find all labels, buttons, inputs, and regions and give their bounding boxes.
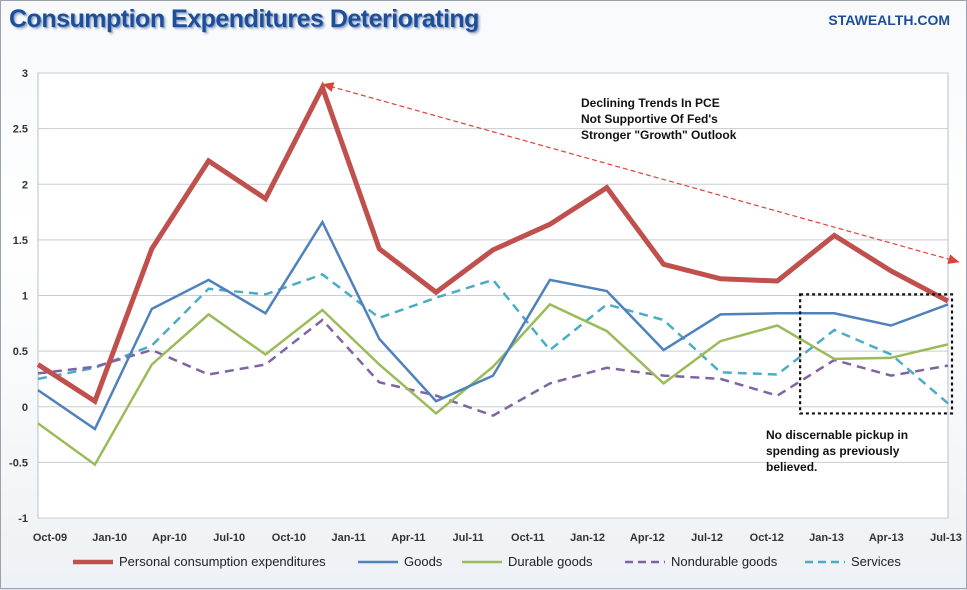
- legend-swatch-nondurable: [625, 560, 665, 563]
- y-tick-label: 0.5: [13, 346, 28, 358]
- x-tick-label: Apr-10: [152, 532, 187, 544]
- pickup-note: No discernable pickup in spending as pre…: [766, 428, 909, 474]
- pce-note-line: Declining Trends In PCE: [581, 96, 720, 110]
- legend-item-pce: Personal consumption expenditures: [73, 554, 326, 569]
- legend-label: Nondurable goods: [671, 554, 778, 569]
- x-tick-label: Apr-13: [869, 532, 904, 544]
- x-tick-label: Jul-10: [213, 532, 245, 544]
- series-line-services: [37, 272, 949, 405]
- legend-label: Goods: [404, 554, 443, 569]
- x-tick-label: Jan-10: [92, 532, 127, 544]
- series-line-pce: [36, 81, 950, 405]
- x-tick-label: Jul-13: [930, 532, 962, 544]
- legend-swatch-goods: [358, 560, 398, 563]
- x-tick-label: Oct-10: [272, 532, 306, 544]
- y-tick-label: -0.5: [9, 457, 28, 469]
- brand-label: STAWEALTH.COM: [828, 12, 950, 28]
- trend-arrow-head: [947, 254, 960, 264]
- legend-label: Services: [851, 554, 901, 569]
- series-line-durable: [37, 302, 949, 467]
- x-tick-label: Oct-12: [750, 532, 784, 544]
- x-tick-label: Oct-11: [511, 532, 545, 544]
- legend-label: Durable goods: [508, 554, 593, 569]
- legend-swatch-services: [805, 560, 845, 563]
- legend-item-durable: Durable goods: [462, 554, 593, 569]
- x-tick-label: Jan-11: [332, 532, 366, 544]
- x-tick-label: Apr-12: [630, 532, 665, 544]
- legend-item-services: Services: [805, 554, 901, 569]
- y-tick-label: 2: [22, 179, 28, 191]
- pce-note-line: Stronger "Growth" Outlook: [581, 128, 737, 142]
- y-tick-label: 1: [22, 291, 28, 303]
- x-tick-label: Oct-09: [33, 532, 67, 544]
- x-tick-label: Jan-13: [809, 532, 844, 544]
- pce-note-line: Not Supportive Of Fed's: [581, 112, 718, 126]
- trend-arrow-line: [322, 83, 960, 263]
- series-line-goods: [37, 219, 949, 431]
- y-tick-label: 1.5: [13, 235, 28, 247]
- x-tick-label: Jul-11: [453, 532, 484, 544]
- legend-item-nondurable: Nondurable goods: [625, 554, 777, 569]
- x-tick-label: Jan-12: [570, 532, 605, 544]
- x-tick-label: Jul-12: [691, 532, 723, 544]
- y-tick-label: 0: [22, 402, 28, 414]
- highlight-box: [799, 293, 954, 415]
- series-line-nondurable: [37, 318, 949, 417]
- y-tick-label: -1: [18, 513, 28, 525]
- legend-swatch-durable: [462, 560, 502, 563]
- y-tick-label: 2.5: [13, 124, 28, 136]
- legend-swatch-pce: [73, 559, 113, 564]
- pce-trend-note: Declining Trends In PCE Not Supportive O…: [581, 95, 736, 143]
- x-tick-label: Apr-11: [391, 532, 425, 544]
- legend-item-goods: Goods: [358, 554, 442, 569]
- legend-label: Personal consumption expenditures: [119, 554, 326, 569]
- trend-arrow-tail: [322, 82, 335, 92]
- y-tick-label: 3: [22, 68, 28, 80]
- chart-title: Consumption Expenditures Deteriorating: [9, 5, 479, 33]
- chart-legend: Personal consumption expenditures Goods …: [1, 554, 966, 576]
